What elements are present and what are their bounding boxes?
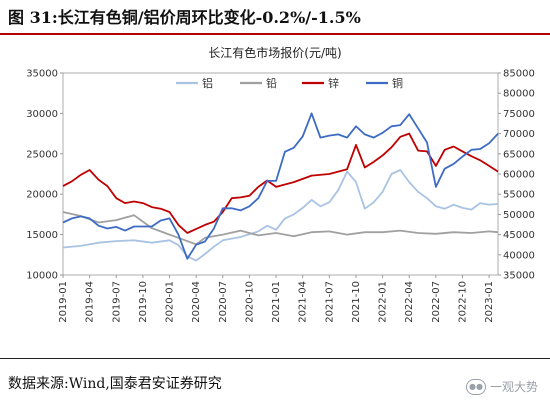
series-line-4	[62, 112, 499, 260]
left-y-tick-label: 20000	[26, 190, 58, 201]
footer-rule	[0, 358, 550, 359]
x-tick-label: 2022-07	[431, 281, 442, 323]
x-tick-label: 2019-04	[85, 281, 96, 323]
watermark-text: 一观大势	[489, 380, 538, 394]
x-tick-label: 2021-07	[324, 281, 335, 323]
x-tick-label: 2021-04	[298, 281, 309, 323]
right-y-tick-label: 70000	[503, 129, 535, 140]
wechat-icon: ●●	[465, 378, 486, 395]
x-tick-label: 2019-10	[138, 281, 149, 323]
x-tick-label: 2020-10	[244, 281, 255, 323]
series-layer	[62, 112, 499, 262]
left-y-tick-label: 10000	[26, 271, 58, 282]
x-tick-label: 2020-01	[165, 281, 176, 323]
legend-label: 铜	[392, 76, 403, 90]
right-y-tick-label: 35000	[503, 271, 535, 282]
right-y-tick-label: 40000	[503, 250, 535, 261]
x-tick-label: 2021-10	[351, 281, 362, 323]
left-y-axis: 10000 15000 20000 25000 30000 35000	[26, 69, 63, 282]
chart-title: 长江有色市场报价(元/吨)	[208, 45, 341, 60]
legend-label: 铅	[266, 76, 277, 90]
left-y-tick-label: 30000	[26, 109, 58, 120]
line-chart: 长江有色市场报价(元/吨) 铝 铅 锌 铜 10000 15000 20000 25000 3…	[26, 45, 535, 323]
x-tick-label: 2020-04	[191, 281, 202, 323]
series-line-1	[62, 169, 499, 262]
x-tick-label: 2020-07	[218, 281, 229, 323]
x-tick-label: 2022-04	[404, 281, 415, 323]
series-line-2	[62, 211, 499, 246]
left-y-tick-label: 25000	[26, 149, 58, 160]
right-y-tick-label: 55000	[503, 190, 535, 201]
legend-label: 铝	[202, 76, 213, 90]
right-y-tick-label: 50000	[503, 210, 535, 221]
watermark: ●● 一观大势	[465, 378, 538, 395]
x-tick-label: 2019-07	[111, 281, 122, 323]
right-y-axis: 35000 40000 45000 50000 55000 60000 65000 70000…	[498, 69, 535, 282]
left-y-tick-label: 15000	[26, 230, 58, 241]
x-tick-label: 2022-10	[457, 281, 468, 323]
source-note: 数据来源:Wind,国泰君安证券研究	[8, 376, 222, 392]
right-y-tick-label: 75000	[503, 109, 535, 120]
right-y-tick-label: 85000	[503, 69, 535, 80]
figure-title: 图 31:长江有色铜/铝价周环比变化-0.2%/-1.5%	[8, 8, 361, 27]
right-y-tick-label: 45000	[503, 230, 535, 241]
right-y-tick-label: 60000	[503, 170, 535, 181]
title-rule	[0, 33, 550, 35]
chart-legend: 铝铅锌铜	[176, 76, 403, 90]
x-tick-label: 2019-01	[58, 281, 69, 323]
right-y-tick-label: 80000	[503, 89, 535, 100]
right-y-tick-label: 65000	[503, 149, 535, 160]
x-axis: 2019-01 2019-04 2019-07 2019-10 2020-01 2020-…	[58, 275, 495, 323]
x-tick-label: 2021-01	[271, 281, 282, 323]
series-line-3	[62, 132, 499, 234]
x-tick-label: 2023-01	[484, 281, 495, 323]
left-y-tick-label: 35000	[26, 69, 58, 80]
legend-label: 锌	[328, 76, 339, 90]
x-tick-label: 2022-01	[378, 281, 389, 323]
